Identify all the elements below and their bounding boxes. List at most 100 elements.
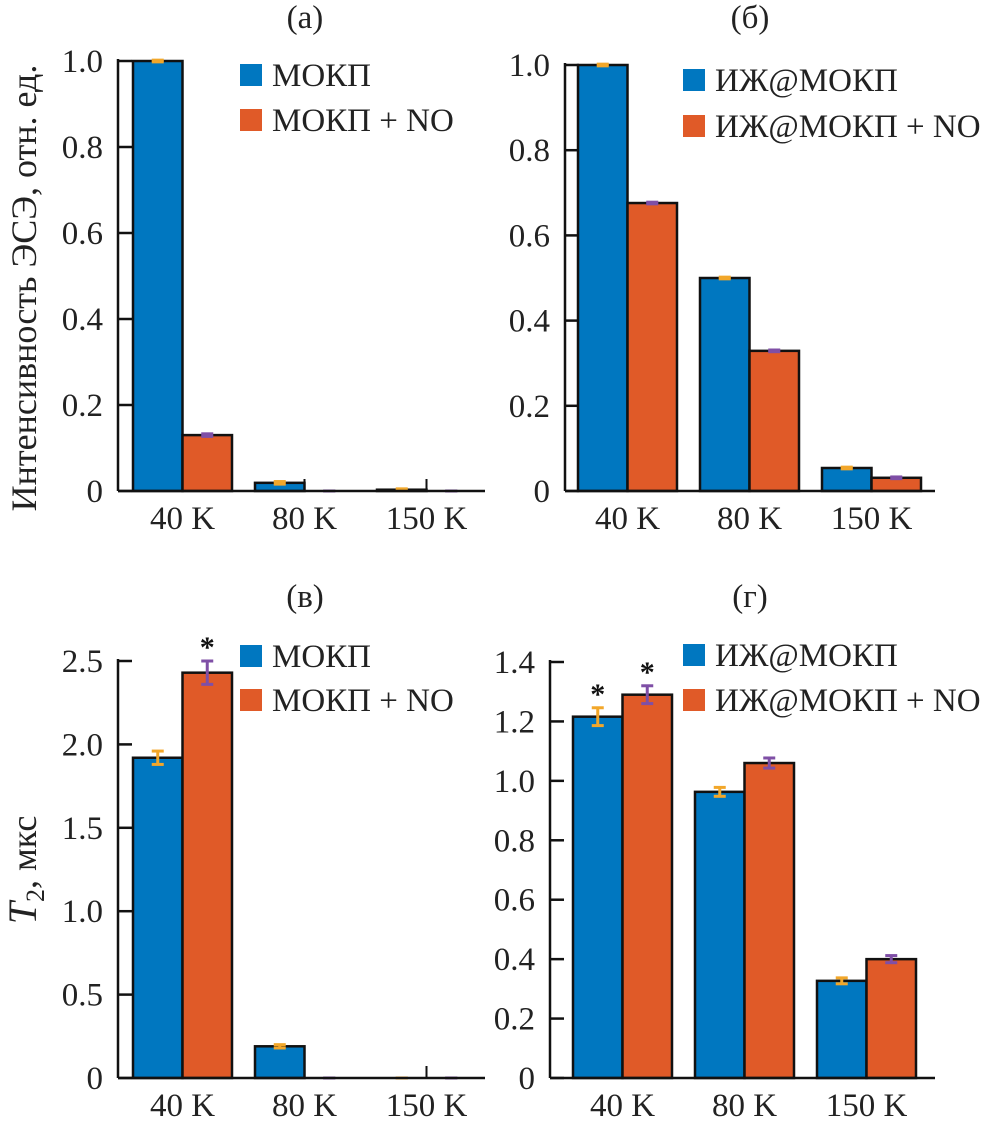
y-label-sub: 2 [21,889,50,902]
y-tick-label: 0.2 [494,1002,535,1038]
error-bar [596,62,609,68]
y-tick-label: 0.4 [509,304,550,340]
bar-series2-0 [626,201,679,493]
y-tick-label: 0 [87,1061,104,1097]
x-tick-label: 80 K [717,501,782,537]
legend-label: ИЖ@МОКП [715,638,898,674]
error-bar [718,275,731,281]
bar-series1-0 [576,63,629,493]
error-bar [890,475,903,481]
y-tick-label: 1.0 [62,44,103,80]
error-bar [591,706,604,728]
error-bar [273,480,286,486]
bar-series2-2 [865,957,918,1080]
y-tick-label: 0 [534,474,551,510]
bar-series2-1 [748,349,801,493]
legend-label: ИЖ@МОКП [715,63,898,99]
x-tick-label: 40 K [150,1088,215,1124]
y-tick-label: 1.0 [509,48,550,84]
x-tick-label: 150 K [826,1088,908,1124]
y-tick-label: 0.4 [494,942,535,978]
legend-label: МОКП [272,639,371,675]
bar-series1-1 [698,276,751,493]
legend-swatch [240,689,262,711]
y-tick-label: 0.8 [62,130,103,166]
x-tick-label: 80 K [712,1088,777,1124]
y-tick-label: 0.2 [509,389,550,425]
y-tick-label: 0.2 [62,388,103,424]
legend-label: ИЖ@МОКП + NO [715,683,981,719]
legend-swatch [683,644,705,666]
significance-star: * [200,631,215,664]
error-bar [646,200,659,206]
y-tick-label: 0.6 [62,216,103,252]
significance-star: * [640,656,655,689]
x-tick-label: 150 K [831,501,913,537]
x-tick-label: 150 K [386,1088,468,1124]
error-bar [151,749,164,766]
bar-series1-0 [571,715,624,1080]
y-tick-label: 0 [519,1061,536,1097]
y-tick-label: 2.5 [62,644,103,680]
panel-title: (г) [732,579,768,615]
error-bar [768,348,781,354]
bar-series1-0 [131,756,184,1080]
y-tick-label: 1.4 [494,645,535,681]
error-bar [201,659,214,686]
panel-1: (б) 40 K 80 K 150 K 0 0.2 0.4 0.6 0.8 1.0 ИЖ@МОКП И… [509,0,981,537]
y-tick-label: 1.2 [494,704,535,740]
y-tick-label: 1.5 [62,811,103,847]
bar-series1-2 [815,979,868,1080]
error-bar [885,954,898,965]
y-tick-label: 1.0 [494,764,535,800]
y-tick-label: 2.0 [62,727,103,763]
x-tick-label: 150 K [386,501,468,537]
y-tick-label: 0.6 [494,883,535,919]
error-bar [151,58,164,64]
y-tick-label: 0.6 [509,218,550,254]
y-axis-label-bottom: T2, мкс [0,816,50,925]
panel-title: (б) [731,0,770,36]
y-axis-label-top: Интенсивность ЭСЭ, отн. ед. [4,65,44,512]
y-label-T: T [0,899,45,924]
legend-label: МОКП + NO [272,103,454,139]
y-label-units: , мкс [4,816,44,889]
error-bar [840,465,853,471]
error-bar [273,1043,286,1050]
error-bar [641,684,654,706]
legend-label: МОКП + NO [272,683,454,719]
panel-title: (а) [287,0,324,36]
error-bar [713,785,726,798]
panel-2: (в) 40 K 80 K 150 K * 0 0.5 1.0 1.5 2.0 2.5 МОКП МОК… [62,579,485,1124]
x-tick-label: 40 K [595,501,660,537]
significance-star: * [590,678,605,711]
bar-series2-0 [181,433,234,493]
legend-label: МОКП [272,58,371,94]
panel-3: (г) 40 K 80 K 150 K * * 0 0.2 0.4 0.6 0.8 1.0 1.2 1.4… [494,579,981,1124]
error-bar [835,976,848,986]
bar-series2-0 [621,693,674,1080]
legend-swatch [240,64,262,86]
x-tick-label: 40 K [150,501,215,537]
y-tick-label: 0.5 [62,978,103,1014]
x-tick-label: 40 K [590,1088,655,1124]
panel-0: (а) 40 K 80 K 150 K 0 0.2 0.4 0.6 0.8 1.0 МОКП МОКП… [62,0,485,537]
y-tick-label: 0.8 [509,133,550,169]
legend-swatch [240,109,262,131]
legend-swatch [683,69,705,91]
bar-series2-1 [743,761,796,1080]
bar-series2-0 [181,671,234,1080]
y-tick-label: 0.8 [494,823,535,859]
x-tick-label: 80 K [272,1088,337,1124]
bar-series1-1 [693,790,746,1080]
legend-swatch [240,645,262,667]
y-tick-label: 1.0 [62,894,103,930]
legend-label: ИЖ@МОКП + NO [715,109,981,145]
y-tick-label: 0.4 [62,302,103,338]
error-bar [201,432,214,438]
y-tick-label: 0 [87,474,104,510]
legend-swatch [683,689,705,711]
bar-series1-1 [253,1045,306,1080]
bar-series1-2 [820,466,873,493]
